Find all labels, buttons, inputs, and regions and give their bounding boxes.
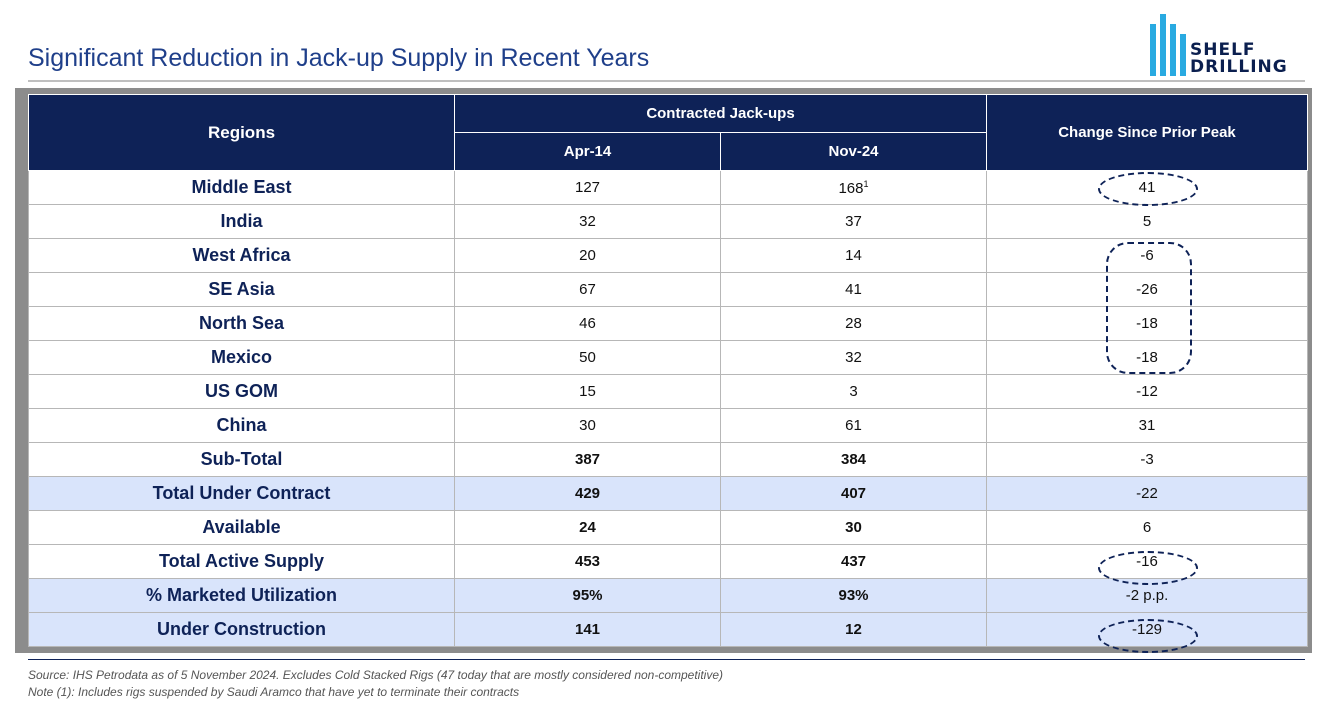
change-cell: -12 bbox=[986, 374, 1308, 409]
change-cell: -3 bbox=[986, 442, 1308, 477]
table-row: India 32 37 5 bbox=[28, 204, 1308, 239]
apr14-cell: 32 bbox=[454, 204, 721, 239]
nov24-cell: 1681 bbox=[720, 170, 987, 205]
change-cell: -22 bbox=[986, 476, 1308, 511]
nov24-cell: 61 bbox=[720, 408, 987, 443]
table-row: North Sea 46 28 -18 bbox=[28, 306, 1308, 341]
region-cell: Mexico bbox=[28, 340, 455, 375]
apr14-cell: 127 bbox=[454, 170, 721, 205]
header-contracted-jackups: Contracted Jack-ups bbox=[454, 94, 987, 133]
nov24-cell: 28 bbox=[720, 306, 987, 341]
nov24-cell: 12 bbox=[720, 612, 987, 647]
logo-bars-icon bbox=[1150, 14, 1186, 76]
apr14-cell: 15 bbox=[454, 374, 721, 409]
table-row: Mexico 50 32 -18 bbox=[28, 340, 1308, 375]
table-row: Available 24 30 6 bbox=[28, 510, 1308, 545]
table-row: Middle East 127 1681 41 bbox=[28, 170, 1308, 205]
footer-divider bbox=[28, 659, 1305, 660]
nov24-cell: 3 bbox=[720, 374, 987, 409]
footnote-marker: 1 bbox=[863, 178, 869, 189]
change-cell: 6 bbox=[986, 510, 1308, 545]
region-cell: Total Under Contract bbox=[28, 476, 455, 511]
nov24-cell: 93% bbox=[720, 578, 987, 613]
region-cell: US GOM bbox=[28, 374, 455, 409]
nov24-cell: 384 bbox=[720, 442, 987, 477]
jackup-supply-table: Regions Contracted Jack-ups Change Since… bbox=[28, 94, 1308, 647]
region-cell: Middle East bbox=[28, 170, 455, 205]
nov24-cell: 407 bbox=[720, 476, 987, 511]
header-apr14: Apr-14 bbox=[454, 132, 721, 171]
table-row: Total Active Supply 453 437 -16 bbox=[28, 544, 1308, 579]
apr14-cell: 141 bbox=[454, 612, 721, 647]
header-nov24: Nov-24 bbox=[720, 132, 987, 171]
apr14-cell: 24 bbox=[454, 510, 721, 545]
nov24-cell: 32 bbox=[720, 340, 987, 375]
change-cell: 31 bbox=[986, 408, 1308, 443]
logo-wordmark: SHELF DRILLING bbox=[1190, 42, 1288, 76]
apr14-cell: 67 bbox=[454, 272, 721, 307]
table-row: West Africa 20 14 -6 bbox=[28, 238, 1308, 273]
apr14-cell: 46 bbox=[454, 306, 721, 341]
title-divider bbox=[28, 80, 1305, 82]
change-cell: -18 bbox=[986, 340, 1308, 375]
apr14-cell: 387 bbox=[454, 442, 721, 477]
nov24-cell: 437 bbox=[720, 544, 987, 579]
apr14-cell: 429 bbox=[454, 476, 721, 511]
highlight-ring-middle-east bbox=[1098, 172, 1198, 206]
logo-line1: SHELF bbox=[1190, 40, 1256, 60]
apr14-cell: 20 bbox=[454, 238, 721, 273]
nov24-cell: 30 bbox=[720, 510, 987, 545]
table-row: China 30 61 31 bbox=[28, 408, 1308, 443]
region-cell: Available bbox=[28, 510, 455, 545]
page-title: Significant Reduction in Jack-up Supply … bbox=[28, 44, 650, 72]
region-cell: % Marketed Utilization bbox=[28, 578, 455, 613]
logo-line2: DRILLING bbox=[1190, 57, 1288, 77]
apr14-cell: 30 bbox=[454, 408, 721, 443]
table-row: Sub-Total 387 384 -3 bbox=[28, 442, 1308, 477]
nov24-cell: 41 bbox=[720, 272, 987, 307]
nov24-cell: 14 bbox=[720, 238, 987, 273]
shelf-drilling-logo: SHELF DRILLING bbox=[1148, 10, 1308, 80]
region-cell: Total Active Supply bbox=[28, 544, 455, 579]
nov24-value: 168 bbox=[838, 179, 864, 197]
change-cell: 5 bbox=[986, 204, 1308, 239]
table-row: % Marketed Utilization 95% 93% -2 p.p. bbox=[28, 578, 1308, 613]
footnote-1: Note (1): Includes rigs suspended by Sau… bbox=[28, 685, 520, 699]
region-cell: India bbox=[28, 204, 455, 239]
highlight-box-decline-regions bbox=[1106, 242, 1192, 374]
region-cell: SE Asia bbox=[28, 272, 455, 307]
region-cell: West Africa bbox=[28, 238, 455, 273]
region-cell: Sub-Total bbox=[28, 442, 455, 477]
region-cell: Under Construction bbox=[28, 612, 455, 647]
highlight-ring-under-construction bbox=[1098, 619, 1198, 653]
table-row: Total Under Contract 429 407 -22 bbox=[28, 476, 1308, 511]
change-cell: -18 bbox=[986, 306, 1308, 341]
region-cell: North Sea bbox=[28, 306, 455, 341]
highlight-ring-active-supply bbox=[1098, 551, 1198, 585]
apr14-cell: 453 bbox=[454, 544, 721, 579]
region-cell: China bbox=[28, 408, 455, 443]
header-regions: Regions bbox=[28, 94, 455, 171]
table-row: SE Asia 67 41 -26 bbox=[28, 272, 1308, 307]
apr14-cell: 50 bbox=[454, 340, 721, 375]
header-change-since-peak: Change Since Prior Peak bbox=[986, 94, 1308, 171]
table-row: US GOM 15 3 -12 bbox=[28, 374, 1308, 409]
apr14-cell: 95% bbox=[454, 578, 721, 613]
source-note: Source: IHS Petrodata as of 5 November 2… bbox=[28, 668, 724, 682]
nov24-cell: 37 bbox=[720, 204, 987, 239]
